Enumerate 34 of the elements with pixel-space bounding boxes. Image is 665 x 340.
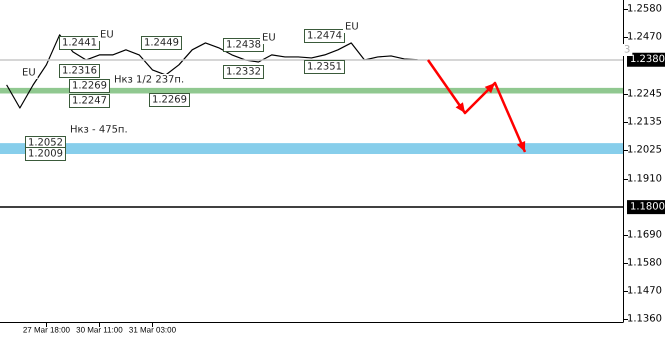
y-tick-label: 1.2580 xyxy=(627,3,662,14)
y-tick-label: 1.1910 xyxy=(627,174,662,185)
annotation: EU xyxy=(100,30,114,40)
annotation: 1.2449 xyxy=(144,38,179,48)
y-tick-label: 1.2135 xyxy=(627,116,662,128)
y-tick-label: 1.1360 xyxy=(627,313,662,324)
annotation: 1.2269 xyxy=(72,80,107,92)
y-tick-label: 1.1690 xyxy=(627,230,662,241)
annotation: 1.2474 xyxy=(307,30,342,42)
y-tick-label: 1.2245 xyxy=(627,88,662,100)
y-tick-label: 1.2025 xyxy=(627,144,662,156)
x-tick-label: 30 Mar 11:00 xyxy=(76,326,124,334)
ref-line-label: 1.2380 xyxy=(630,54,665,66)
annotation: 1.2269 xyxy=(152,94,187,106)
annotation: 1.2351 xyxy=(307,62,342,72)
annotation: 1.2247 xyxy=(72,96,107,106)
ref-line-label: 1.1800 xyxy=(630,202,665,213)
text: 3 xyxy=(624,44,630,56)
annotation: EU xyxy=(22,68,36,78)
annotation: EU xyxy=(345,22,359,32)
x-tick-label: 31 Mar 03:00 xyxy=(128,326,177,334)
annotation: 1.2332 xyxy=(226,66,261,78)
annotation: 1.2438 xyxy=(226,40,261,50)
y-tick-label: 1.1580 xyxy=(627,258,662,269)
y-tick-label: 1.2470 xyxy=(627,31,662,42)
annotation: 1.2441 xyxy=(62,38,97,48)
annotation: 1.2316 xyxy=(62,66,97,76)
annotation: Нкз - 475п. xyxy=(70,124,128,136)
annotation: 1.2009 xyxy=(28,148,63,160)
annotation: 1.2052 xyxy=(28,138,63,148)
annotation: EU xyxy=(262,32,276,44)
annotation: Нкз 1/2 237п. xyxy=(114,74,184,86)
y-tick-label: 1.1470 xyxy=(627,285,662,296)
x-tick-label: 27 Mar 18:00 xyxy=(22,326,71,334)
